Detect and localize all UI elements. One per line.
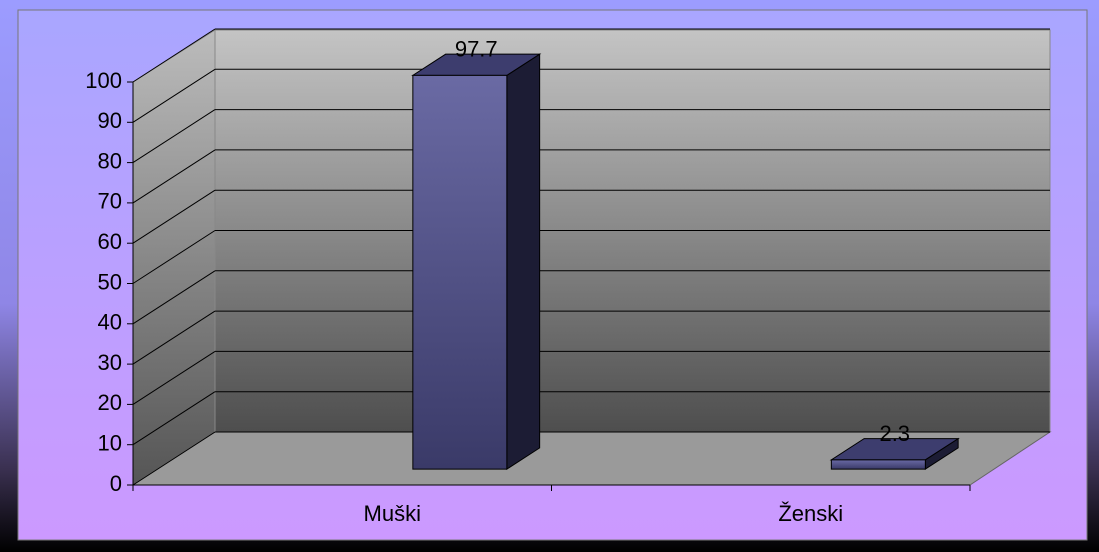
y-tick-label: 50 <box>98 269 122 294</box>
x-tick-label: Ženski <box>778 501 843 526</box>
grid-line <box>132 310 216 365</box>
grid-line <box>132 270 216 325</box>
grid-line <box>132 68 216 123</box>
y-tick-label: 70 <box>98 189 122 214</box>
grid-line <box>132 109 216 164</box>
y-tick-label: 20 <box>98 390 122 415</box>
y-tick-label: 0 <box>110 471 122 496</box>
y-tick-label: 40 <box>98 310 122 335</box>
bar <box>830 459 926 470</box>
value-label: 2.3 <box>879 421 910 446</box>
y-tick-label: 100 <box>85 68 122 93</box>
grid-line <box>132 28 216 83</box>
grid-line <box>132 189 216 244</box>
x-tick-label: Muški <box>364 501 421 526</box>
y-tick-label: 90 <box>98 108 122 133</box>
bar <box>412 74 508 470</box>
grid-line <box>132 149 216 204</box>
grid-line <box>132 431 216 486</box>
y-tick-label: 60 <box>98 229 122 254</box>
grid-line <box>132 230 216 284</box>
value-label: 97.7 <box>455 37 498 62</box>
grid-line <box>132 350 216 405</box>
y-tick-label: 80 <box>98 148 122 173</box>
grid-line <box>132 391 216 446</box>
bar-side <box>506 53 541 471</box>
y-tick-label: 10 <box>98 431 122 456</box>
y-tick-label: 30 <box>98 350 122 375</box>
